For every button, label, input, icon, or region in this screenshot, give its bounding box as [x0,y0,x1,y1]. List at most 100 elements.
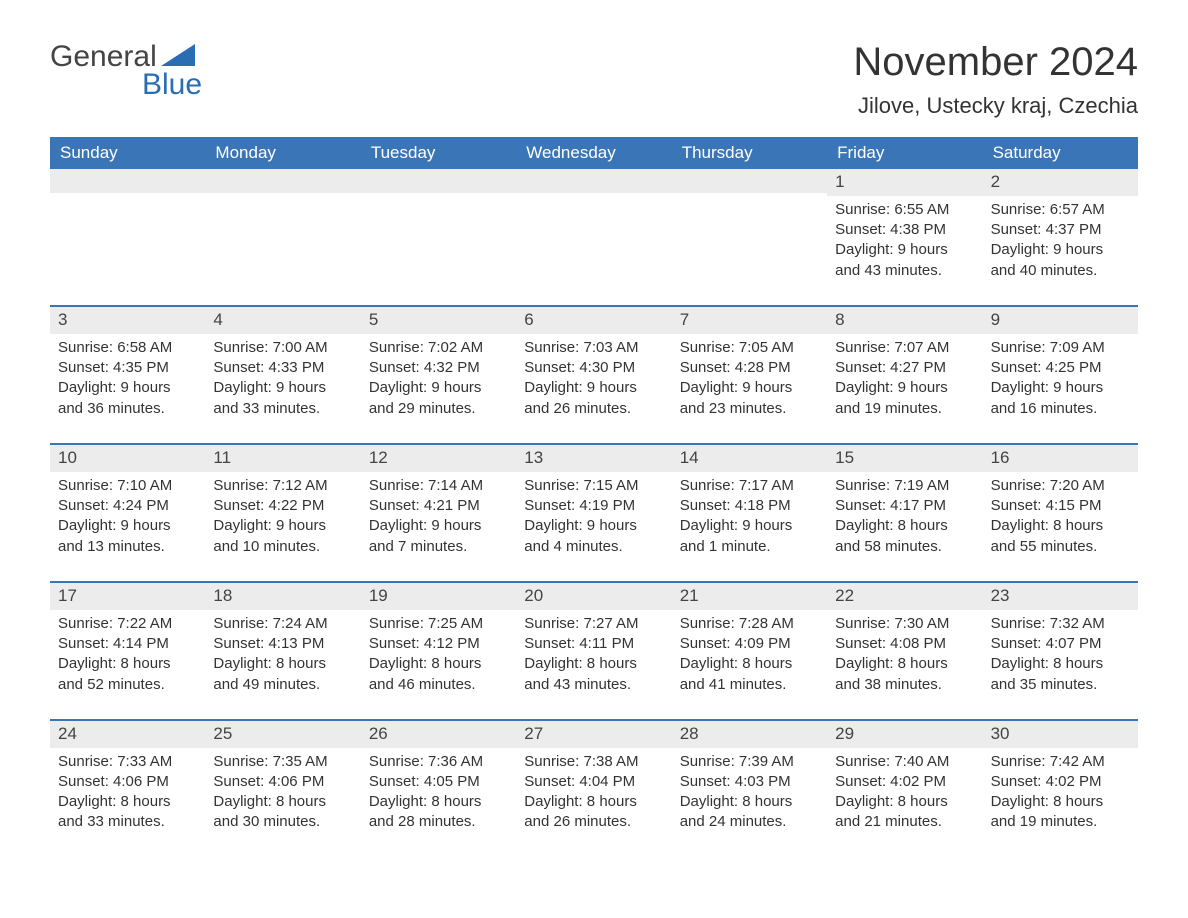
sunrise-line: Sunrise: 7:00 AM [213,338,352,358]
day-number: 16 [983,445,1138,472]
day-number: 17 [50,583,205,610]
sunset-line: Sunset: 4:07 PM [991,634,1130,654]
day-number: 27 [516,721,671,748]
day-number: 10 [50,445,205,472]
day-number: 12 [361,445,516,472]
sunset-line: Sunset: 4:21 PM [369,496,508,516]
month-title: November 2024 [853,40,1138,85]
sunset-line: Sunset: 4:25 PM [991,358,1130,378]
sunrise-line: Sunrise: 7:28 AM [680,614,819,634]
calendar-cell: 2Sunrise: 6:57 AMSunset: 4:37 PMDaylight… [983,169,1138,287]
calendar-cell [50,169,205,287]
calendar-cell: 29Sunrise: 7:40 AMSunset: 4:02 PMDayligh… [827,721,982,839]
calendar-grid: 1Sunrise: 6:55 AMSunset: 4:38 PMDaylight… [50,169,1138,839]
calendar-cell [205,169,360,287]
sunrise-line: Sunrise: 7:33 AM [58,752,197,772]
sunset-line: Sunset: 4:18 PM [680,496,819,516]
daylight-line: Daylight: 8 hours and 35 minutes. [991,654,1130,695]
day-number: 14 [672,445,827,472]
day-number: 19 [361,583,516,610]
daylight-line: Daylight: 9 hours and 29 minutes. [369,378,508,419]
sunset-line: Sunset: 4:09 PM [680,634,819,654]
sunrise-line: Sunrise: 7:36 AM [369,752,508,772]
calendar-cell: 11Sunrise: 7:12 AMSunset: 4:22 PMDayligh… [205,445,360,563]
sunset-line: Sunset: 4:28 PM [680,358,819,378]
calendar-cell: 5 Sunrise: 7:02 AMSunset: 4:32 PMDaylight… [361,307,516,425]
sunset-line: Sunset: 4:19 PM [524,496,663,516]
calendar-cell: 14Sunrise: 7:17 AMSunset: 4:18 PMDayligh… [672,445,827,563]
daylight-line: Daylight: 8 hours and 41 minutes. [680,654,819,695]
title-block: November 2024 Jilove, Ustecky kraj, Czec… [853,40,1138,119]
sunset-line: Sunset: 4:13 PM [213,634,352,654]
day-number: 24 [50,721,205,748]
sunset-line: Sunset: 4:06 PM [58,772,197,792]
calendar-cell: 18Sunrise: 7:24 AMSunset: 4:13 PMDayligh… [205,583,360,701]
sunrise-line: Sunrise: 7:32 AM [991,614,1130,634]
weekday-label: Thursday [672,137,827,169]
logo-text-general: General [50,40,157,74]
sunrise-line: Sunrise: 7:05 AM [680,338,819,358]
day-number: 18 [205,583,360,610]
day-number: 28 [672,721,827,748]
calendar-cell: 8Sunrise: 7:07 AMSunset: 4:27 PMDaylight… [827,307,982,425]
sunset-line: Sunset: 4:37 PM [991,220,1130,240]
location: Jilove, Ustecky kraj, Czechia [853,93,1138,119]
weekday-label: Wednesday [516,137,671,169]
sunset-line: Sunset: 4:05 PM [369,772,508,792]
daylight-line: Daylight: 8 hours and 28 minutes. [369,792,508,833]
sunset-line: Sunset: 4:17 PM [835,496,974,516]
calendar-cell: 19Sunrise: 7:25 AMSunset: 4:12 PMDayligh… [361,583,516,701]
calendar-cell: 7Sunrise: 7:05 AMSunset: 4:28 PMDaylight… [672,307,827,425]
sunrise-line: Sunrise: 7:09 AM [991,338,1130,358]
day-number: 5 [361,307,516,334]
weekday-label: Sunday [50,137,205,169]
calendar-cell: 1Sunrise: 6:55 AMSunset: 4:38 PMDaylight… [827,169,982,287]
sunrise-line: Sunrise: 7:42 AM [991,752,1130,772]
sunrise-line: Sunrise: 7:40 AM [835,752,974,772]
sunset-line: Sunset: 4:14 PM [58,634,197,654]
sunrise-line: Sunrise: 7:12 AM [213,476,352,496]
day-number: 8 [827,307,982,334]
calendar-cell [361,169,516,287]
daylight-line: Daylight: 8 hours and 19 minutes. [991,792,1130,833]
calendar-cell: 15Sunrise: 7:19 AMSunset: 4:17 PMDayligh… [827,445,982,563]
sunrise-line: Sunrise: 7:38 AM [524,752,663,772]
calendar-week: 10Sunrise: 7:10 AMSunset: 4:24 PMDayligh… [50,443,1138,563]
daylight-line: Daylight: 8 hours and 21 minutes. [835,792,974,833]
day-number: 6 [516,307,671,334]
calendar-cell: 4Sunrise: 7:00 AMSunset: 4:33 PMDaylight… [205,307,360,425]
sunset-line: Sunset: 4:30 PM [524,358,663,378]
sunset-line: Sunset: 4:03 PM [680,772,819,792]
day-number: 7 [672,307,827,334]
sunrise-line: Sunrise: 7:15 AM [524,476,663,496]
sunset-line: Sunset: 4:06 PM [213,772,352,792]
sunset-line: Sunset: 4:15 PM [991,496,1130,516]
calendar-cell: 10Sunrise: 7:10 AMSunset: 4:24 PMDayligh… [50,445,205,563]
sunrise-line: Sunrise: 7:39 AM [680,752,819,772]
daylight-line: Daylight: 8 hours and 24 minutes. [680,792,819,833]
sunset-line: Sunset: 4:33 PM [213,358,352,378]
daylight-line: Daylight: 8 hours and 49 minutes. [213,654,352,695]
sunset-line: Sunset: 4:02 PM [835,772,974,792]
calendar-cell: 17Sunrise: 7:22 AMSunset: 4:14 PMDayligh… [50,583,205,701]
daylight-line: Daylight: 8 hours and 52 minutes. [58,654,197,695]
daylight-line: Daylight: 9 hours and 7 minutes. [369,516,508,557]
logo-text-blue: Blue [142,68,202,102]
day-number: 9 [983,307,1138,334]
day-number: 23 [983,583,1138,610]
sunrise-line: Sunrise: 7:02 AM [369,338,508,358]
sunrise-line: Sunrise: 7:25 AM [369,614,508,634]
daylight-line: Daylight: 9 hours and 13 minutes. [58,516,197,557]
daylight-line: Daylight: 8 hours and 26 minutes. [524,792,663,833]
calendar-cell [516,169,671,287]
sunset-line: Sunset: 4:32 PM [369,358,508,378]
daylight-line: Daylight: 9 hours and 4 minutes. [524,516,663,557]
sunset-line: Sunset: 4:27 PM [835,358,974,378]
calendar-cell [672,169,827,287]
calendar-cell: 21 Sunrise: 7:28 AMSunset: 4:09 PMDayligh… [672,583,827,701]
calendar-cell: 3Sunrise: 6:58 AMSunset: 4:35 PMDaylight… [50,307,205,425]
weekday-label: Saturday [983,137,1138,169]
daylight-line: Daylight: 8 hours and 58 minutes. [835,516,974,557]
day-number: 21 [672,583,827,610]
day-number: 13 [516,445,671,472]
